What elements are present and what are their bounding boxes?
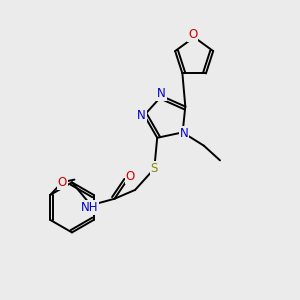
- Text: O: O: [126, 170, 135, 183]
- Text: NH: NH: [81, 201, 98, 214]
- Text: O: O: [58, 176, 67, 189]
- Text: N: N: [157, 87, 166, 100]
- Text: N: N: [137, 109, 146, 122]
- Text: N: N: [180, 128, 188, 140]
- Text: S: S: [151, 162, 158, 175]
- Text: O: O: [188, 28, 197, 41]
